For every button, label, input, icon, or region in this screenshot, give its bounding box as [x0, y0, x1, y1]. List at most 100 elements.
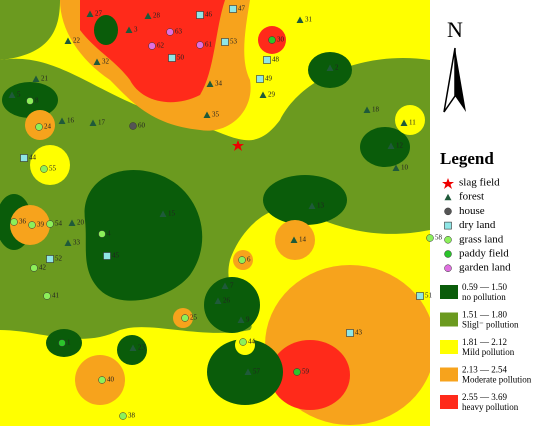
point-label: 38	[128, 412, 136, 420]
forest-marker	[32, 75, 40, 82]
dry-land-marker	[256, 75, 264, 83]
grass-land-marker	[40, 165, 48, 173]
dry-land-marker	[46, 255, 54, 263]
class-label: Sligl⁻ pollution	[462, 320, 519, 330]
garden-land-marker	[196, 41, 204, 49]
dry-land-marker	[229, 5, 237, 13]
point-label: 52	[55, 255, 63, 263]
point-label: 43	[355, 329, 363, 337]
point-label: 36	[19, 218, 27, 226]
forest-marker	[400, 119, 408, 126]
class-swatch	[440, 312, 458, 327]
legend-item: paddy field	[459, 248, 509, 260]
forest-marker	[144, 12, 152, 19]
point-label: 47	[238, 5, 246, 13]
forest-marker	[159, 210, 167, 217]
point-label: 28	[153, 12, 161, 20]
class-swatch	[440, 395, 458, 409]
point-label: 25	[190, 314, 198, 322]
grass-land-marker	[35, 123, 43, 131]
forest-marker	[387, 142, 395, 149]
forest-marker	[129, 344, 137, 351]
point-label: 48	[272, 56, 280, 64]
forest-marker	[203, 111, 211, 118]
legend-item: slag field	[459, 177, 500, 189]
dry-land-marker	[103, 252, 111, 260]
forest-marker	[58, 117, 66, 124]
dry-land-marker	[20, 154, 28, 162]
forest-marker	[64, 37, 72, 44]
point-label: 46	[205, 11, 213, 19]
dry-land-marker	[416, 292, 424, 300]
point-label: 17	[98, 119, 106, 127]
forest-marker	[244, 368, 252, 375]
point-label: 50	[177, 54, 185, 62]
house-marker	[129, 122, 137, 130]
grass-land-marker	[30, 264, 38, 272]
class-range: 2.55 — 3.69	[462, 392, 508, 402]
forest-marker	[64, 239, 72, 246]
north-arrow	[443, 47, 466, 113]
point-label: 60	[138, 122, 146, 130]
forest-marker	[214, 297, 222, 304]
point-label: 45	[112, 252, 120, 260]
forest-marker	[363, 106, 371, 113]
forest-marker	[8, 91, 16, 98]
point-label: 26	[223, 297, 231, 305]
dry-land-marker	[168, 54, 176, 62]
point-label: 8	[35, 97, 39, 105]
class-label: heavy pollution	[462, 402, 519, 412]
class-swatch	[440, 285, 458, 299]
point-label: 23	[138, 344, 146, 352]
point-label: 15	[168, 210, 176, 218]
point-label: 11	[409, 119, 416, 127]
point-label: 61	[205, 41, 213, 49]
paddy-field-marker	[444, 250, 452, 258]
point-label: 42	[39, 264, 47, 272]
forest-marker	[392, 164, 400, 171]
point-label: 20	[77, 219, 85, 227]
north-label: N	[447, 17, 463, 42]
forest-marker	[290, 236, 298, 243]
legend-item: forest	[459, 191, 484, 203]
point-label: 30	[277, 36, 285, 44]
class-label: no pollution	[462, 292, 506, 302]
point-label: 4	[107, 230, 111, 238]
point-label: 54	[55, 220, 63, 228]
forest-marker	[259, 91, 267, 98]
dry-land-marker	[263, 56, 271, 64]
point-label: 10	[401, 164, 409, 172]
class-range: 2.13 — 2.54	[462, 365, 508, 375]
forest-marker	[221, 282, 229, 289]
point-label: 1	[67, 339, 71, 347]
point-label: 13	[317, 202, 325, 210]
grass-land-marker	[181, 314, 189, 322]
point-label: 14	[299, 236, 307, 244]
grass-land-marker	[119, 412, 127, 420]
point-label: 41	[52, 292, 60, 300]
point-label: 53	[230, 38, 238, 46]
grass-land-marker	[43, 292, 51, 300]
legend-item: dry land	[459, 219, 496, 231]
point-label: 34	[215, 80, 223, 88]
grass-land-marker	[426, 234, 434, 242]
point-label: 33	[73, 239, 81, 247]
forest-marker	[93, 58, 101, 65]
pollution-map	[0, 0, 430, 426]
point-label: 29	[268, 91, 276, 99]
slag-field-marker	[442, 178, 454, 189]
point-label: 51	[425, 292, 433, 300]
dry-land-marker	[444, 221, 452, 230]
forest-marker	[125, 26, 133, 33]
legend-item: grass land	[459, 233, 504, 245]
dry-land-marker	[346, 329, 354, 337]
point-label: 62	[157, 42, 165, 50]
point-label: 2	[335, 64, 339, 72]
point-label: 21	[41, 75, 49, 83]
point-label: 7	[230, 282, 234, 290]
garden-land-marker	[148, 42, 156, 50]
class-swatch	[440, 367, 458, 382]
point-label: 9	[246, 316, 250, 324]
point-label: 12	[396, 142, 404, 150]
